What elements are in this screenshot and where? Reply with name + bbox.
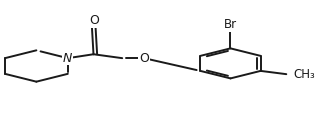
Text: O: O (89, 14, 99, 27)
Text: Br: Br (224, 18, 237, 31)
Text: O: O (139, 52, 149, 65)
Text: CH₃: CH₃ (294, 68, 315, 81)
Text: N: N (63, 52, 73, 65)
